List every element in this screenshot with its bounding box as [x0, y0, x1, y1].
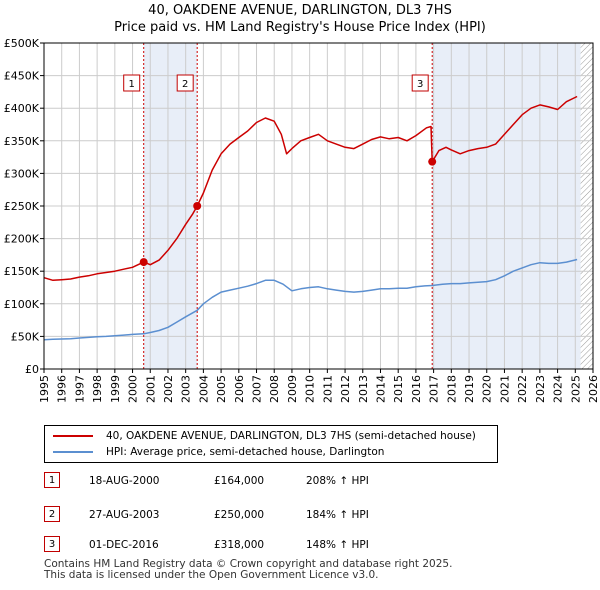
y-tick-label: £300K: [4, 167, 40, 180]
transaction-row: 1 18-AUG-2000 £164,000 208% ↑ HPI: [44, 472, 464, 490]
sale-number-label: 2: [182, 79, 188, 90]
sale-number-box: [123, 74, 141, 92]
legend-label-hpi: HPI: Average price, semi-detached house,…: [106, 446, 385, 458]
x-tick-label: 2026: [587, 375, 600, 403]
x-tick-label: 2001: [144, 375, 157, 403]
sale-point: [139, 258, 148, 267]
y-tick-label: £50K: [11, 330, 40, 343]
x-tick-label: 2004: [197, 375, 210, 403]
x-tick-label: 1997: [73, 375, 86, 403]
x-tick-label: 1996: [56, 375, 69, 403]
x-tick-label: 2020: [481, 375, 494, 403]
sale-number-label: 3: [417, 79, 423, 90]
x-tick-label: 2007: [251, 375, 264, 403]
footer-notice: Contains HM Land Registry data © Crown c…: [44, 559, 452, 581]
footer-licence: This data is licensed under the Open Gov…: [44, 569, 379, 581]
x-tick-label: 2000: [127, 375, 140, 403]
x-tick-label: 2006: [233, 375, 246, 403]
sale-point: [428, 157, 437, 166]
hpi-line: [43, 258, 578, 341]
legend-line-property: [53, 435, 93, 437]
transaction-price: £250,000: [214, 509, 265, 521]
x-tick-label: 2022: [516, 375, 529, 403]
x-tick-label: 2011: [321, 375, 334, 403]
x-tick-label: 2018: [445, 375, 458, 403]
y-tick-label: £450K: [4, 70, 40, 83]
x-tick-label: 2024: [552, 375, 565, 403]
x-tick-label: 2013: [357, 375, 370, 403]
transaction-marker: 3: [44, 536, 60, 552]
chart-title: 40, OAKDENE AVENUE, DARLINGTON, DL3 7HS: [148, 3, 452, 18]
sale-number-label: 1: [129, 79, 135, 90]
legend: 40, OAKDENE AVENUE, DARLINGTON, DL3 7HS …: [44, 425, 498, 463]
transaction-price: £164,000: [214, 475, 265, 487]
transaction-hpi: 184% ↑ HPI: [306, 509, 369, 521]
y-tick-label: £350K: [4, 135, 40, 148]
sale-number-box: [176, 74, 194, 92]
transaction-price: £318,000: [214, 539, 265, 551]
x-tick-label: 2003: [180, 375, 193, 403]
property-price-line: [43, 95, 578, 282]
legend-item-hpi: HPI: Average price, semi-detached house,…: [53, 445, 384, 459]
transaction-row: 3 01-DEC-2016 £318,000 148% ↑ HPI: [44, 536, 464, 554]
x-tick-label: 2010: [304, 375, 317, 403]
y-tick-label: £0: [25, 363, 39, 376]
x-tick-label: 2014: [374, 375, 387, 403]
x-tick-label: 1999: [109, 375, 122, 403]
x-tick-label: 2002: [162, 375, 175, 403]
y-tick-label: £500K: [4, 37, 40, 50]
x-tick-label: 2019: [463, 375, 476, 403]
x-tick-label: 1998: [91, 375, 104, 403]
y-tick-label: £200K: [4, 233, 40, 246]
x-tick-label: 2008: [268, 375, 281, 403]
footer-copyright: Contains HM Land Registry data © Crown c…: [44, 558, 453, 570]
transaction-row: 2 27-AUG-2003 £250,000 184% ↑ HPI: [44, 506, 464, 524]
transaction-marker: 2: [44, 506, 60, 522]
transaction-date: 01-DEC-2016: [89, 539, 159, 551]
y-tick-label: £100K: [4, 298, 40, 311]
transaction-marker: 1: [44, 472, 60, 488]
transaction-date: 18-AUG-2000: [89, 475, 160, 487]
price-chart: 1 2 3 £0 £50K £100K £150K £200K £250K £300K £350K…: [4, 37, 600, 403]
x-tick-label: 2016: [410, 375, 423, 403]
chart-subtitle: Price paid vs. HM Land Registry's House …: [114, 20, 486, 35]
x-tick-label: 2023: [534, 375, 547, 403]
x-tick-label: 2009: [286, 375, 299, 403]
x-tick-label: 2025: [569, 375, 582, 403]
x-tick-label: 2017: [428, 375, 441, 403]
y-tick-label: £250K: [4, 200, 40, 213]
legend-item-property: 40, OAKDENE AVENUE, DARLINGTON, DL3 7HS …: [53, 429, 476, 443]
sale-number-box: [411, 74, 429, 92]
transaction-hpi: 208% ↑ HPI: [306, 475, 369, 487]
x-tick-label: 2005: [215, 375, 228, 403]
y-tick-label: £400K: [4, 102, 40, 115]
x-tick-label: 1995: [38, 375, 51, 403]
transaction-hpi: 148% ↑ HPI: [306, 539, 369, 551]
legend-label-property: 40, OAKDENE AVENUE, DARLINGTON, DL3 7HS …: [106, 430, 476, 442]
transaction-date: 27-AUG-2003: [89, 509, 160, 521]
sale-point: [193, 202, 202, 210]
x-tick-label: 2015: [392, 375, 405, 403]
y-tick-label: £150K: [4, 265, 40, 278]
x-tick-label: 2012: [339, 375, 352, 403]
legend-line-hpi: [53, 451, 93, 453]
x-tick-label: 2021: [498, 375, 511, 403]
